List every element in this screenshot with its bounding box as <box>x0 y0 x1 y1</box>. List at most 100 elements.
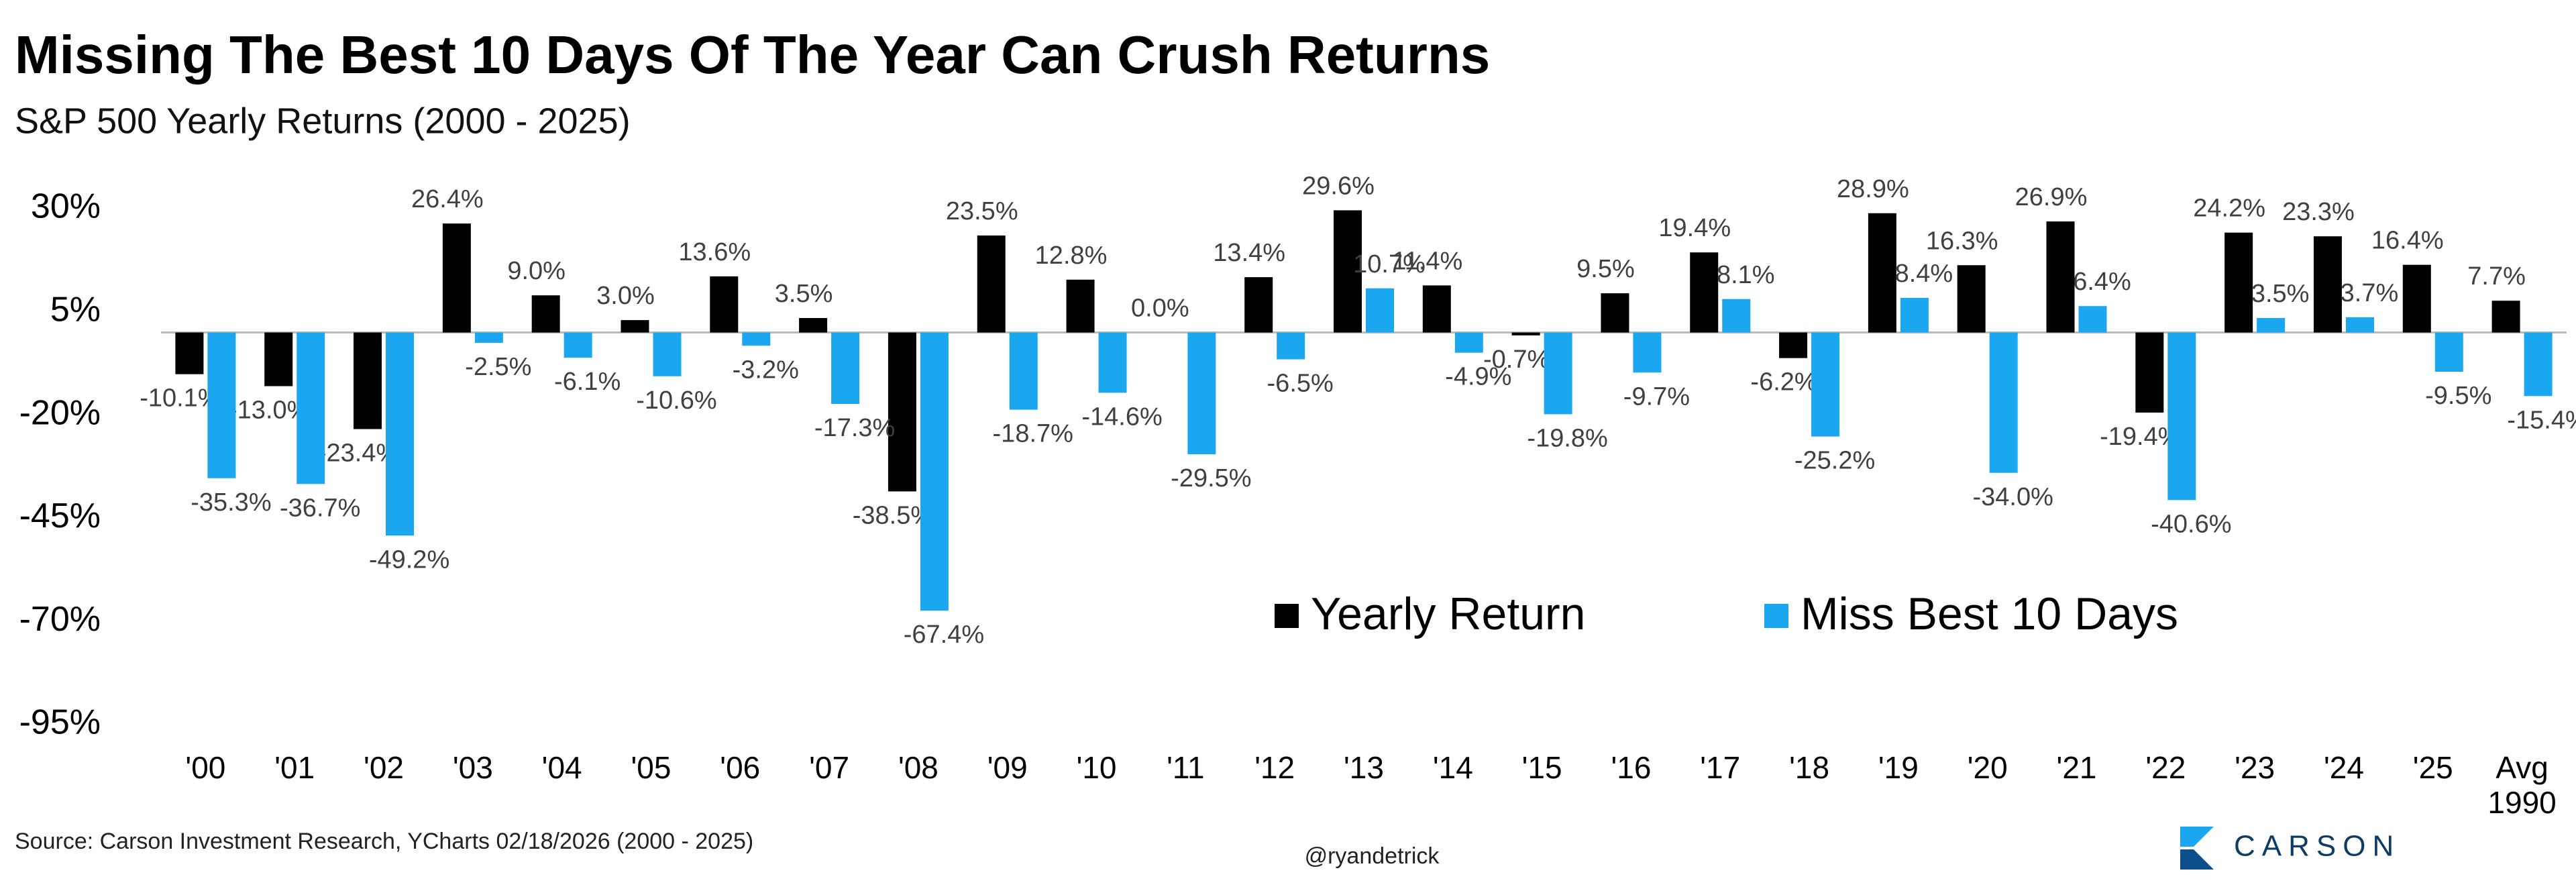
value-label: -25.2% <box>1794 447 1875 475</box>
y-tick-label: -20% <box>19 393 101 432</box>
bar <box>2313 236 2342 333</box>
value-label: 16.3% <box>1926 227 1998 255</box>
value-label: -23.4% <box>318 439 398 468</box>
value-label: 23.3% <box>2282 198 2355 226</box>
bar <box>1811 332 1840 437</box>
bar <box>1366 288 1394 333</box>
bar <box>1277 332 1305 360</box>
value-label: -17.3% <box>814 414 895 442</box>
value-label: 3.0% <box>596 282 655 310</box>
bar <box>2345 317 2374 333</box>
value-label: -10.1% <box>140 384 220 413</box>
bar <box>531 295 560 333</box>
bar <box>354 332 382 429</box>
bar <box>831 332 860 404</box>
value-label: 8.4% <box>1895 260 1953 288</box>
bar <box>1334 210 1362 333</box>
value-label: 3.5% <box>775 280 833 308</box>
bar <box>1900 297 1929 333</box>
y-tick-label: -45% <box>19 496 101 535</box>
value-label: -19.4% <box>2100 423 2180 451</box>
value-label: 13.4% <box>1213 239 1285 267</box>
bar <box>1633 332 1662 373</box>
x-tick-label: '11 <box>1167 750 1205 785</box>
value-label: 3.5% <box>2251 280 2310 308</box>
bar <box>1454 332 1483 353</box>
value-label: -67.4% <box>904 621 984 649</box>
bar <box>2257 318 2286 333</box>
bar <box>799 318 828 333</box>
x-tick-label: '23 <box>2235 750 2275 785</box>
bar <box>264 332 293 386</box>
bar <box>1989 332 2018 473</box>
value-label: 13.6% <box>678 238 751 266</box>
bar <box>2434 332 2463 372</box>
logo-icon <box>2180 827 2214 870</box>
value-label: -9.7% <box>1623 382 1690 411</box>
value-label: -35.3% <box>191 488 271 517</box>
bar <box>2224 232 2253 333</box>
value-label: -3.2% <box>733 356 799 384</box>
x-tick-label: '16 <box>1611 750 1652 785</box>
value-label: -10.6% <box>636 386 716 415</box>
bar <box>564 332 592 358</box>
y-tick-label: -95% <box>19 703 101 742</box>
value-label: 7.7% <box>2467 262 2526 291</box>
value-label: -15.4% <box>2507 406 2576 434</box>
source: Source: Carson Investment Research, YCha… <box>15 829 753 854</box>
chart-title: Missing The Best 10 Days Of The Year Can… <box>15 25 1490 85</box>
value-label: 10.7% <box>1353 250 1426 278</box>
value-label: -19.8% <box>1527 424 1607 452</box>
value-label: 8.1% <box>1717 261 1775 289</box>
bar <box>2491 301 2520 333</box>
x-tick-label: Avg 1990 <box>2487 750 2557 820</box>
x-tick-label: '19 <box>1878 750 1919 785</box>
bar <box>2167 332 2196 501</box>
x-tick-label: '20 <box>1967 750 2008 785</box>
value-label: -9.5% <box>2425 382 2491 410</box>
legend-swatch <box>1275 604 1299 628</box>
value-label: 12.8% <box>1035 242 1108 270</box>
value-label: -6.2% <box>1750 368 1817 397</box>
bar <box>386 332 415 536</box>
value-label: 11.4% <box>1392 247 1462 275</box>
bar <box>474 332 503 343</box>
value-label: -0.7% <box>1483 346 1550 374</box>
value-label: 23.5% <box>946 197 1018 225</box>
x-tick-label: '09 <box>987 750 1028 785</box>
x-tick-label: '02 <box>364 750 404 785</box>
bar <box>297 332 325 484</box>
x-tick-label: '01 <box>274 750 315 785</box>
value-label: -6.1% <box>554 368 621 396</box>
bar <box>207 332 236 478</box>
value-label: 3.7% <box>2341 279 2399 307</box>
value-label: 9.5% <box>1576 255 1635 283</box>
bar <box>2046 221 2075 333</box>
value-label: -36.7% <box>280 494 360 522</box>
value-label: -13.0% <box>229 397 309 425</box>
bar <box>1601 293 1629 333</box>
chart-subtitle: S&P 500 Yearly Returns (2000 - 2025) <box>15 101 631 141</box>
credit: @ryandetrick <box>1305 843 1440 869</box>
value-label: 28.9% <box>1837 175 1909 203</box>
bar <box>2524 332 2553 397</box>
bar <box>1511 332 1540 335</box>
value-label: -29.5% <box>1171 464 1251 492</box>
x-tick-label: '18 <box>1789 750 1830 785</box>
bar <box>1957 265 1986 333</box>
logo-text: CARSON <box>2234 830 2400 863</box>
y-tick-label: -70% <box>19 600 101 639</box>
value-label: 29.6% <box>1302 172 1375 200</box>
value-label: 26.9% <box>2015 183 2088 211</box>
x-tick-label: '12 <box>1254 750 1295 785</box>
value-label: -4.9% <box>1445 363 1511 391</box>
x-tick-label: '13 <box>1344 750 1384 785</box>
x-tick-label: '10 <box>1076 750 1117 785</box>
bar <box>1544 332 1572 415</box>
value-label: -2.5% <box>465 353 531 381</box>
x-tick-label: '03 <box>452 750 493 785</box>
bar <box>1722 299 1751 333</box>
bar <box>175 332 204 374</box>
x-tick-label: '15 <box>1521 750 1562 785</box>
